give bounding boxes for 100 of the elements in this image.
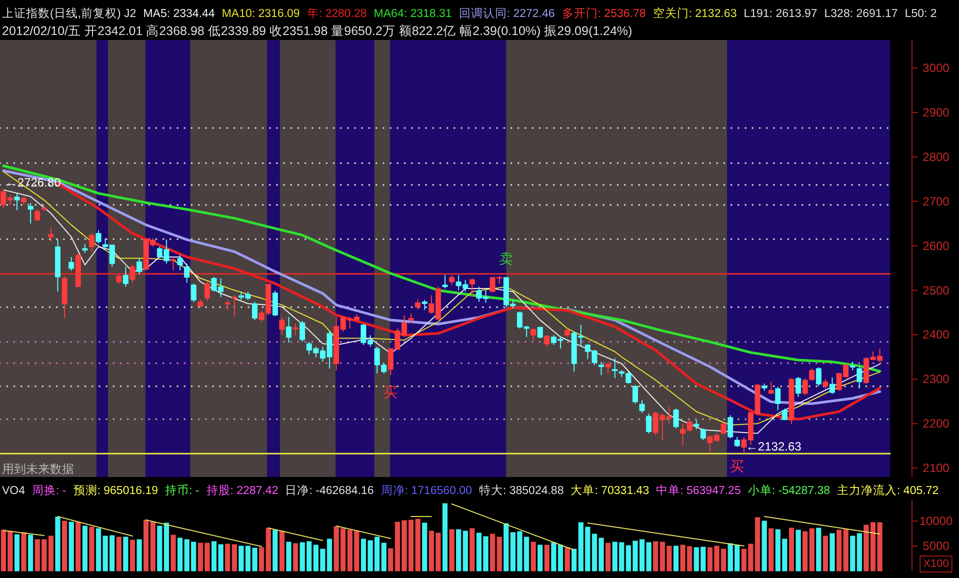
- bar: [653, 541, 658, 572]
- candlestick: [639, 400, 645, 414]
- y-tick-label: 2800: [922, 150, 950, 164]
- bar: [673, 546, 679, 572]
- candlestick: [184, 263, 190, 284]
- text: L191: 2613.97: [744, 8, 818, 20]
- candlestick: [177, 254, 183, 271]
- candlestick: [694, 420, 700, 430]
- candlestick: [170, 256, 176, 271]
- bar: [564, 547, 570, 572]
- text: MA5: 2334.44: [143, 8, 216, 20]
- text: 预测: 965016.19: [73, 484, 158, 497]
- candlestick: [130, 264, 136, 284]
- candlestick: [48, 227, 54, 242]
- candlestick: [544, 334, 550, 348]
- text: 小单: -54287.38: [748, 484, 830, 497]
- bar: [116, 536, 122, 572]
- candlestick: [856, 366, 862, 390]
- bar: [62, 520, 68, 572]
- candlestick: [720, 422, 726, 434]
- text: 空关门: 2132.63: [652, 6, 737, 20]
- bar: [544, 544, 550, 572]
- bar: [762, 520, 767, 572]
- bar: [456, 529, 462, 572]
- y-tick-label: 5000: [922, 539, 950, 553]
- bar: [830, 533, 835, 572]
- line-series: [2, 164, 882, 372]
- bar: [788, 528, 794, 572]
- annotation: 买: [730, 458, 744, 474]
- chart-title: VO4: [2, 485, 26, 497]
- y-tick-label: 2100: [922, 461, 950, 476]
- candlestick: [136, 258, 142, 275]
- candlestick: [796, 376, 802, 398]
- text: L328: 2691.17: [824, 8, 898, 20]
- text: 大单: 70331.43: [570, 484, 650, 497]
- y-tick-label: 2700: [922, 194, 950, 208]
- bar: [232, 544, 237, 572]
- candlestick: [768, 381, 774, 394]
- candlestick: [252, 301, 258, 321]
- y-tick-label: 2600: [922, 238, 950, 253]
- candlestick: [232, 294, 238, 318]
- annotation: 用到未来数据: [2, 462, 74, 476]
- candlestick: [96, 230, 102, 244]
- candlestick: [775, 386, 781, 411]
- y-tick-label: 2400: [922, 328, 950, 342]
- text: 年: 2280.28: [306, 7, 367, 20]
- bar: [796, 530, 801, 572]
- bar: [816, 528, 822, 572]
- candlestick: [802, 378, 808, 396]
- y-tick-label: 2900: [922, 105, 950, 120]
- candlestick: [300, 320, 306, 342]
- text: 中单: 563947.25: [656, 484, 741, 497]
- y-tick-label: 10000: [919, 514, 954, 528]
- chart-title: 上证指数(日线,前复权) J2: [2, 7, 136, 20]
- y-tick-label: 3000: [922, 61, 950, 76]
- y-tick-label: 2500: [922, 283, 950, 298]
- bar: [279, 530, 284, 572]
- bar: [822, 536, 828, 572]
- candlestick: [605, 361, 611, 374]
- candlestick: [14, 192, 20, 211]
- bar: [82, 526, 88, 572]
- text: MA64: 2318.31: [374, 8, 452, 20]
- candlestick: [422, 300, 428, 310]
- y-tick-label: 2200: [922, 416, 950, 431]
- bar: [442, 503, 448, 572]
- candlestick: [734, 436, 740, 448]
- candlestick: [700, 428, 706, 441]
- candlestick: [122, 266, 128, 288]
- candlestick: [415, 298, 421, 310]
- candlestick: [292, 323, 298, 336]
- candlestick: [822, 378, 828, 390]
- annotation: 卖: [499, 250, 514, 266]
- bar: [170, 534, 176, 572]
- candlestick: [286, 316, 292, 344]
- candlestick: [279, 316, 285, 335]
- bar: [123, 536, 128, 572]
- bar: [449, 529, 454, 572]
- candlestick: [612, 358, 618, 379]
- candlestick: [190, 283, 196, 302]
- candlestick: [116, 274, 122, 284]
- text: MA10: 2316.09: [222, 8, 300, 20]
- candlestick: [632, 384, 638, 404]
- bar: [422, 522, 428, 572]
- candlestick: [408, 312, 414, 324]
- bar: [21, 532, 26, 572]
- candlestick: [68, 256, 74, 272]
- text: 特大: 385024.88: [478, 484, 564, 497]
- y-tick-label: 2300: [922, 372, 950, 386]
- bar: [606, 542, 611, 572]
- bar: [572, 548, 577, 572]
- y-axis-title: X100: [923, 558, 949, 570]
- bar: [55, 516, 60, 572]
- text: 多开门: 2536.78: [562, 6, 646, 20]
- candlestick: [28, 202, 34, 224]
- bar: [272, 530, 278, 572]
- bar: [292, 543, 298, 572]
- bar: [130, 540, 136, 572]
- bar: [286, 542, 292, 572]
- bar: [68, 522, 74, 572]
- text: 周换: -: [32, 484, 66, 497]
